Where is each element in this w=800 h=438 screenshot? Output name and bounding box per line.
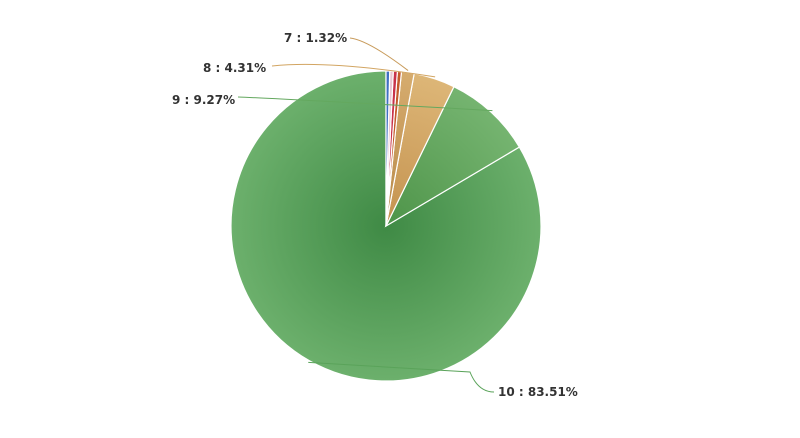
leader-line-0 [308, 361, 495, 393]
pie-slices [230, 70, 542, 382]
pie-slice-7[interactable] [385, 70, 391, 227]
leader-line-3 [349, 37, 409, 71]
slice-label-0: 10 : 83.51% [498, 385, 578, 399]
leader-line-2 [271, 63, 436, 78]
leader-line-1 [237, 96, 493, 112]
label-leader-lines [237, 37, 495, 393]
pie-slice-0[interactable] [230, 70, 542, 382]
slice-label-3: 7 : 1.32% [284, 31, 347, 45]
slice-label-1: 9 : 9.27% [172, 93, 235, 107]
slice-label-2: 8 : 4.31% [203, 61, 266, 75]
slice-labels: 10 : 83.51% 9 : 9.27% 8 : 4.31% 7 : 1.32% [172, 31, 578, 399]
pie-slice-1[interactable] [384, 85, 521, 228]
